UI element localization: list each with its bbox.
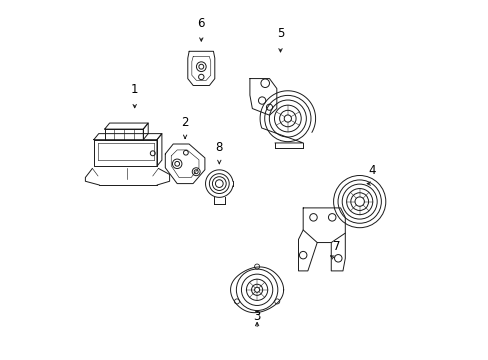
Text: 4: 4 (368, 164, 375, 177)
Text: 5: 5 (276, 27, 284, 40)
Text: 3: 3 (253, 310, 260, 323)
Text: 8: 8 (215, 141, 223, 154)
Text: 2: 2 (181, 116, 188, 129)
Text: 1: 1 (131, 83, 138, 96)
Text: 6: 6 (197, 17, 204, 30)
Text: 7: 7 (332, 240, 339, 253)
